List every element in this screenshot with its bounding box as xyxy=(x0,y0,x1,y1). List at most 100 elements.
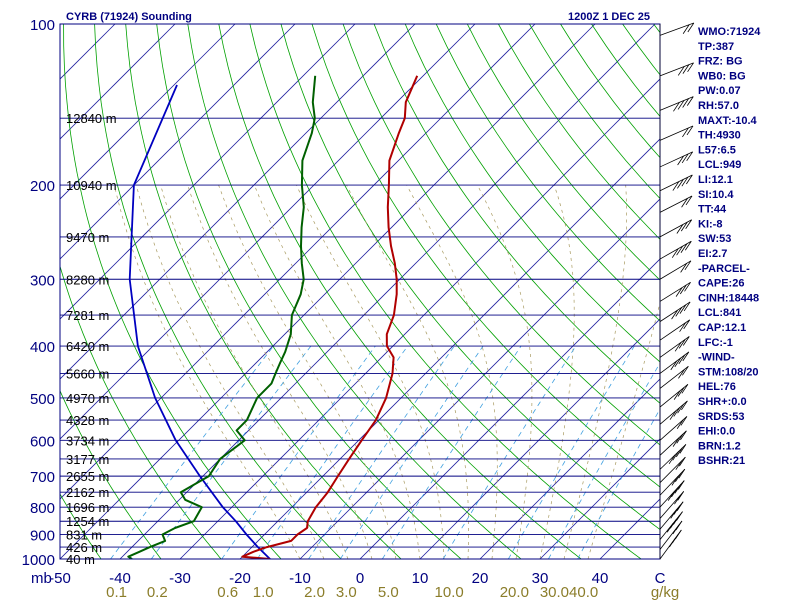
index-value: SHR+:0.0 xyxy=(698,396,747,408)
mixing-ratio-line xyxy=(507,345,635,559)
pressure-tick-label: 900 xyxy=(30,528,55,545)
pressure-tick-label: 100 xyxy=(30,17,55,34)
height-label: 8280 m xyxy=(66,272,109,287)
index-value: KI:-8 xyxy=(698,218,722,230)
temperature-tick-label: -50 xyxy=(49,570,71,587)
index-value: EHI:0.0 xyxy=(698,426,735,438)
mixing-ratio-tick-label: 0.6 xyxy=(217,584,238,600)
parcel-trace xyxy=(128,84,271,559)
pressure-tick-label: 200 xyxy=(30,178,55,195)
temperature-tick-label: 10 xyxy=(412,570,429,587)
mixing-ratio-line xyxy=(548,362,660,559)
moist-adiabat-line xyxy=(477,184,533,559)
index-value: WB0: BG xyxy=(698,70,746,82)
height-label: 1254 m xyxy=(66,514,109,529)
height-label: 4970 m xyxy=(66,391,109,406)
moist-adiabat-line xyxy=(187,184,373,559)
mixing-ratio-tick-label: 5.0 xyxy=(378,584,399,600)
index-value: SRDS:53 xyxy=(698,411,744,423)
wind-barb xyxy=(659,174,693,192)
wind-barb xyxy=(659,219,693,238)
wind-barb xyxy=(659,62,694,77)
isotherm-line xyxy=(60,24,476,440)
index-value: CAP:12.1 xyxy=(698,322,746,334)
pressure-tick-label: 300 xyxy=(30,272,55,289)
index-value: MAXT:-10.4 xyxy=(698,115,758,127)
pressure-tick-label: 400 xyxy=(30,339,55,356)
temperature-tick-label: 40 xyxy=(592,570,609,587)
mixing-ratio-line xyxy=(442,345,577,559)
index-value: LI:12.1 xyxy=(698,174,733,186)
wind-barb xyxy=(659,125,694,141)
wind-barb xyxy=(659,281,691,302)
wind-barb xyxy=(659,416,688,441)
temperature-tick-label: 0 xyxy=(356,570,364,587)
mixing-ratio-tick-label: 3.0 xyxy=(336,584,357,600)
isotherm-line xyxy=(60,24,536,500)
index-value: LFC:-1 xyxy=(698,337,733,349)
wind-barb xyxy=(659,400,688,425)
mixing-ratio-tick-label: 0.1 xyxy=(106,584,127,600)
index-value: FRZ: BG xyxy=(698,56,743,68)
moist-adiabat-line xyxy=(113,185,301,559)
dry-adiabat-line xyxy=(187,24,522,559)
height-label: 12840 m xyxy=(66,111,117,126)
pressure-tick-label: 1000 xyxy=(22,552,55,569)
height-label: 4328 m xyxy=(66,413,109,428)
isotherm-line xyxy=(60,24,416,380)
temperature-tick-label: -40 xyxy=(109,570,131,587)
dry-adiabat-line xyxy=(560,24,660,159)
index-value: HEL:76 xyxy=(698,381,736,393)
wind-barb xyxy=(659,480,685,508)
isotherm-line xyxy=(419,318,660,559)
dry-adiabat-line xyxy=(280,24,660,531)
plot-frame xyxy=(59,23,661,560)
index-value: STM:108/20 xyxy=(698,366,759,378)
wind-barb xyxy=(659,365,689,389)
wind-barb xyxy=(659,520,683,550)
pressure-tick-label: 700 xyxy=(30,469,55,486)
dry-adiabat-line xyxy=(125,24,402,559)
isotherm-line xyxy=(179,78,660,559)
mixing-ratio-tick-label: 2.0 xyxy=(304,584,325,600)
wind-barb xyxy=(659,351,690,374)
indices-panel: WMO:71924 TP:387 FRZ: BG WB0: BG PW:0.07 RH:5… xyxy=(698,26,761,467)
wind-barb xyxy=(659,319,691,341)
pressure-tick-label: 500 xyxy=(30,391,55,408)
isotherm-line xyxy=(60,24,236,200)
index-value: BRN:1.2 xyxy=(698,440,741,452)
temperature-tick-label: 30 xyxy=(532,570,549,587)
isotherm-line xyxy=(539,438,660,559)
index-value: PW:0.07 xyxy=(698,85,741,97)
mixing-ratio-tick-label: 40.0 xyxy=(569,584,598,600)
pressure-unit-label: mb xyxy=(31,570,52,587)
index-value: TH:4930 xyxy=(698,130,741,142)
mixing-ratio-line xyxy=(308,345,455,559)
wind-barb xyxy=(659,511,683,540)
index-value: WMO:71924 xyxy=(698,26,761,38)
height-label: 426 m xyxy=(66,540,102,555)
station-title: CYRB (71924) Sounding xyxy=(66,11,192,23)
height-label: 5660 m xyxy=(66,366,109,381)
wind-barb xyxy=(659,22,695,36)
height-label: 2162 m xyxy=(66,485,109,500)
index-value: LCL:841 xyxy=(698,307,741,319)
valid-time: 1200Z 1 DEC 25 xyxy=(568,11,650,23)
wind-barb xyxy=(659,151,694,168)
wind-barb xyxy=(659,301,691,322)
mixing-ratio-line xyxy=(339,345,484,559)
index-value: TT:44 xyxy=(698,204,727,216)
height-label: 3177 m xyxy=(66,452,109,467)
height-label: 1696 m xyxy=(66,500,109,515)
mixing-ratio-tick-label: 30.0 xyxy=(540,584,569,600)
mixing-ratio-tick-label: 0.2 xyxy=(147,584,168,600)
grid-layer xyxy=(60,24,660,559)
dry-adiabat-line xyxy=(591,24,660,118)
wind-barb xyxy=(659,240,692,260)
index-value: TP:387 xyxy=(698,41,734,53)
moist-adiabat-line xyxy=(563,185,627,559)
temperature-tick-label: C xyxy=(655,570,666,587)
index-value: RH:57.0 xyxy=(698,100,739,112)
wind-barb xyxy=(659,501,684,530)
